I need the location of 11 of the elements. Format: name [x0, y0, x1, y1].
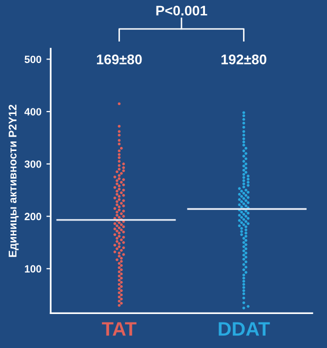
y-tick-label: 200: [24, 212, 42, 220]
x-tick-label: TAT: [102, 322, 136, 336]
y-tick-label: 100: [24, 265, 42, 273]
annotation: 192±80: [222, 54, 266, 64]
y-tick-label: 400: [24, 108, 42, 116]
y-tick-label: 300: [24, 160, 42, 168]
x-tick-label: DDAT: [218, 322, 270, 336]
y-tick-label: 500: [24, 56, 42, 64]
annotation: 169±80: [96, 54, 142, 64]
text: P<0.001: [156, 6, 208, 16]
y-axis-title: Единицы активности P2Y12: [8, 104, 19, 257]
